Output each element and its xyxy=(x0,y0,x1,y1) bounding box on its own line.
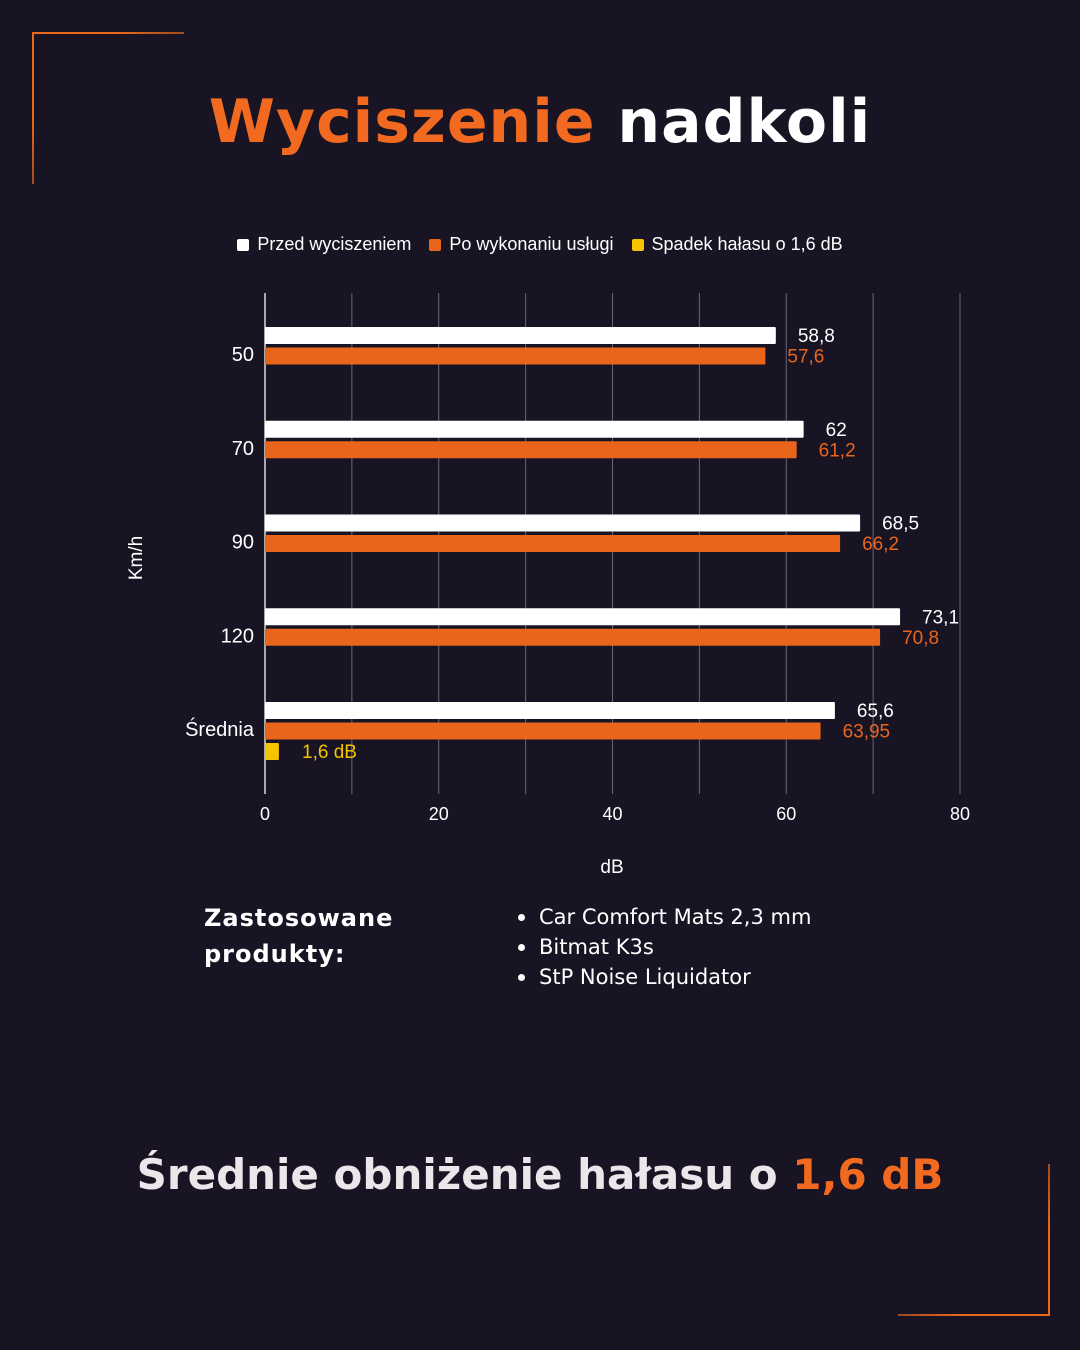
bar-before xyxy=(265,420,804,438)
product-item: Bitmat K3s xyxy=(516,932,811,962)
data-label: 68,5 xyxy=(882,514,919,535)
products-heading: Zastosowane produkty: xyxy=(204,900,393,972)
bar-after xyxy=(265,535,841,552)
legend-item-after: Po wykonaniu usługi xyxy=(429,234,614,255)
x-tick-label: 60 xyxy=(776,804,796,824)
summary-text: Średnie obniżenie hałasu o 1,6 dB xyxy=(0,1150,1080,1199)
bar-after xyxy=(265,441,797,459)
bar-after xyxy=(265,628,881,646)
data-label: 63,95 xyxy=(843,722,891,743)
legend-item-drop: Spadek hałasu o 1,6 dB xyxy=(631,234,843,255)
products-heading-line2: produkty: xyxy=(204,940,346,968)
y-category-label: Średnia xyxy=(185,717,255,741)
data-label: 66,2 xyxy=(862,534,899,555)
bar-after xyxy=(265,347,766,365)
product-item: StP Noise Liquidator xyxy=(516,962,811,992)
y-category-label: 90 xyxy=(232,532,254,554)
data-label: 73,1 xyxy=(922,607,959,628)
bar-before xyxy=(265,514,861,532)
bar-drop xyxy=(265,743,279,760)
product-item: Car Comfort Mats 2,3 mm xyxy=(516,902,811,932)
legend-swatch-before xyxy=(237,238,250,251)
data-label: 65,6 xyxy=(857,701,894,722)
data-label: 61,2 xyxy=(819,440,856,461)
legend-label-after: Po wykonaniu usługi xyxy=(449,234,614,254)
legend-item-before: Przed wyciszeniem xyxy=(237,234,411,255)
summary-label: Średnie obniżenie hałasu o xyxy=(136,1150,778,1199)
y-category-label: 70 xyxy=(232,438,254,460)
summary-highlight: 1,6 dB xyxy=(792,1150,944,1199)
legend-label-before: Przed wyciszeniem xyxy=(257,234,412,254)
bar-before xyxy=(265,608,901,626)
title-accent: Wyciszenie xyxy=(208,87,596,157)
x-axis-title: dB xyxy=(600,857,623,878)
bar-after xyxy=(265,722,821,740)
products-heading-line1: Zastosowane xyxy=(204,904,394,932)
y-category-label: 120 xyxy=(221,625,254,647)
bar-before xyxy=(265,702,835,719)
x-tick-label: 0 xyxy=(260,804,270,824)
data-label: 62 xyxy=(826,420,847,441)
x-tick-label: 20 xyxy=(429,804,449,824)
data-label: 57,6 xyxy=(787,347,824,368)
chart-legend: Przed wyciszeniem Po wykonaniu usługi Sp… xyxy=(0,234,1080,255)
legend-swatch-after xyxy=(429,238,442,251)
x-tick-label: 40 xyxy=(602,804,622,824)
title-rest: nadkoli xyxy=(617,87,872,157)
data-label: 1,6 dB xyxy=(302,742,357,763)
corner-decoration-top-left xyxy=(32,32,184,184)
legend-label-drop: Spadek hałasu o 1,6 dB xyxy=(651,234,843,254)
page-title: Wyciszenie nadkoli xyxy=(0,84,1080,160)
data-label: 70,8 xyxy=(902,628,939,649)
corner-decoration-bottom-right xyxy=(898,1164,1050,1316)
bar-before xyxy=(265,327,776,344)
bar-chart: 0 20 40 60 80dBKm/h5058,857,6706261,29068,56… xyxy=(126,293,970,878)
data-label: 58,8 xyxy=(798,326,835,347)
products-list: Car Comfort Mats 2,3 mm Bitmat K3s StP N… xyxy=(516,902,811,992)
y-category-label: 50 xyxy=(232,344,254,366)
y-axis-title: Km/h xyxy=(126,536,147,580)
legend-swatch-drop xyxy=(631,238,644,251)
x-tick-label: 80 xyxy=(950,804,970,824)
